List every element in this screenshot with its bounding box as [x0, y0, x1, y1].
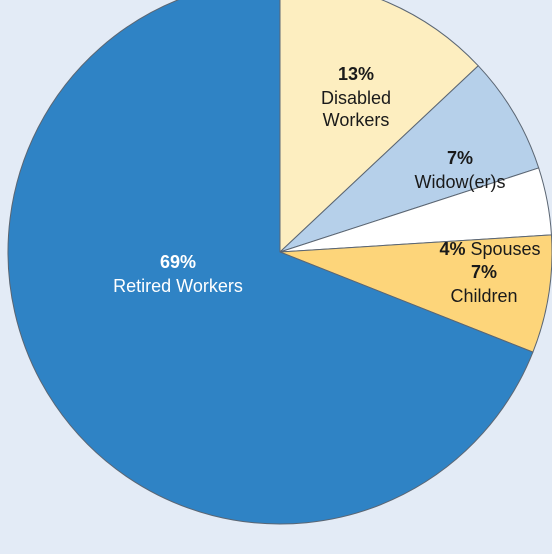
pie-labels: 13% Disabled Workers 7% Widow(er)s 4% Spouses… — [113, 64, 540, 306]
slice-percent-spouses: 4% — [439, 239, 465, 259]
slice-name-widow-er-s: Widow(er)s — [414, 172, 505, 192]
slice-name-disabled-workers-line-2: Workers — [323, 110, 390, 130]
pie-slices — [7, 0, 552, 525]
pie-slice-retired-workers — [7, 0, 534, 525]
slice-label-spouses: 4% Spouses — [439, 239, 540, 259]
slice-label-children: 7% Children — [450, 262, 517, 306]
slice-label-widow-er-s: 7% Widow(er)s — [414, 148, 505, 192]
slice-percent-children: 7% — [471, 262, 497, 282]
pie-slice-widow-er-s — [279, 65, 540, 253]
slice-percent-widow-er-s: 7% — [447, 148, 473, 168]
slice-percent-retired-workers: 69% — [160, 252, 196, 272]
slice-name-retired-workers: Retired Workers — [113, 276, 243, 296]
slice-label-disabled-workers: 13% Disabled Workers — [321, 64, 391, 130]
slice-name-spouses: Spouses — [465, 239, 540, 259]
slice-name-children: Children — [450, 286, 517, 306]
pie-slice-disabled-workers — [279, 0, 479, 253]
slice-label-retired-workers: 69% Retired Workers — [113, 252, 243, 296]
slice-name-disabled-workers-line-1: Disabled — [321, 88, 391, 108]
slice-percent-disabled-workers: 13% — [338, 64, 374, 84]
